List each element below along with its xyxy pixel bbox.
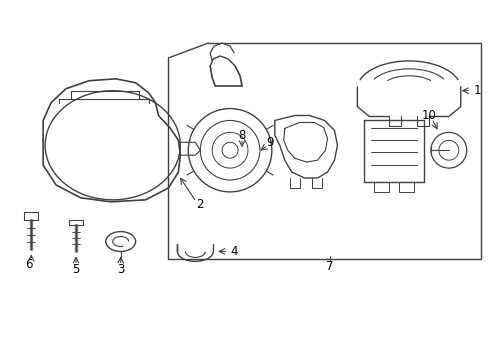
Text: 2: 2 (196, 198, 204, 211)
Text: 7: 7 (326, 260, 333, 273)
Text: 9: 9 (266, 136, 273, 149)
Text: 3: 3 (117, 263, 124, 276)
Text: 10: 10 (421, 109, 437, 122)
Text: 6: 6 (25, 258, 33, 271)
Text: 5: 5 (73, 263, 80, 276)
Text: 4: 4 (230, 245, 238, 258)
Text: 1: 1 (474, 84, 481, 97)
Text: 8: 8 (238, 129, 245, 142)
